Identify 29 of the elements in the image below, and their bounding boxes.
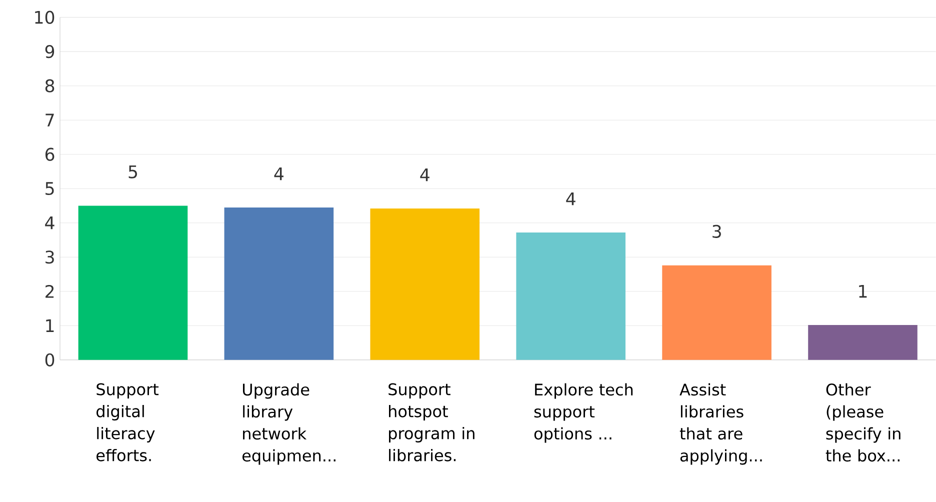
- data-label: 3: [712, 224, 721, 238]
- y-tick-label: 9: [45, 45, 54, 58]
- x-tick-label: Support digital literacy efforts.: [96, 383, 159, 462]
- x-tick-label: Other (please specify in the box...: [826, 383, 900, 462]
- x-tick-label: Upgrade library network equipmen...: [242, 383, 336, 465]
- bar: [224, 208, 334, 360]
- bar: [78, 206, 188, 360]
- y-tick-label: 7: [46, 114, 54, 126]
- y-tick-label: 1: [46, 319, 54, 332]
- data-label: 4: [420, 168, 430, 182]
- y-tick-label: 0: [45, 353, 54, 367]
- y-tick-label: 8: [45, 79, 54, 92]
- y-tick-label: 5: [46, 182, 54, 196]
- y-tick-label: 4: [45, 216, 54, 230]
- x-tick-label: Support hotspot program in libraries.: [388, 383, 474, 462]
- data-label: 4: [274, 168, 284, 180]
- bar: [662, 265, 772, 360]
- data-label: 4: [566, 192, 576, 206]
- bar: [808, 325, 918, 360]
- y-tick-label: 10: [35, 10, 54, 24]
- data-label: 5: [128, 166, 137, 178]
- bar: [516, 232, 626, 360]
- y-tick-label: 3: [46, 250, 54, 264]
- data-label: 1: [859, 285, 867, 298]
- y-tick-label: 2: [46, 285, 54, 298]
- y-tick-label: 6: [45, 148, 54, 161]
- x-tick-label: Assist libraries that are applying...: [680, 383, 762, 465]
- x-tick-label: Explore tech support options ...: [534, 383, 633, 443]
- bar: [370, 208, 480, 360]
